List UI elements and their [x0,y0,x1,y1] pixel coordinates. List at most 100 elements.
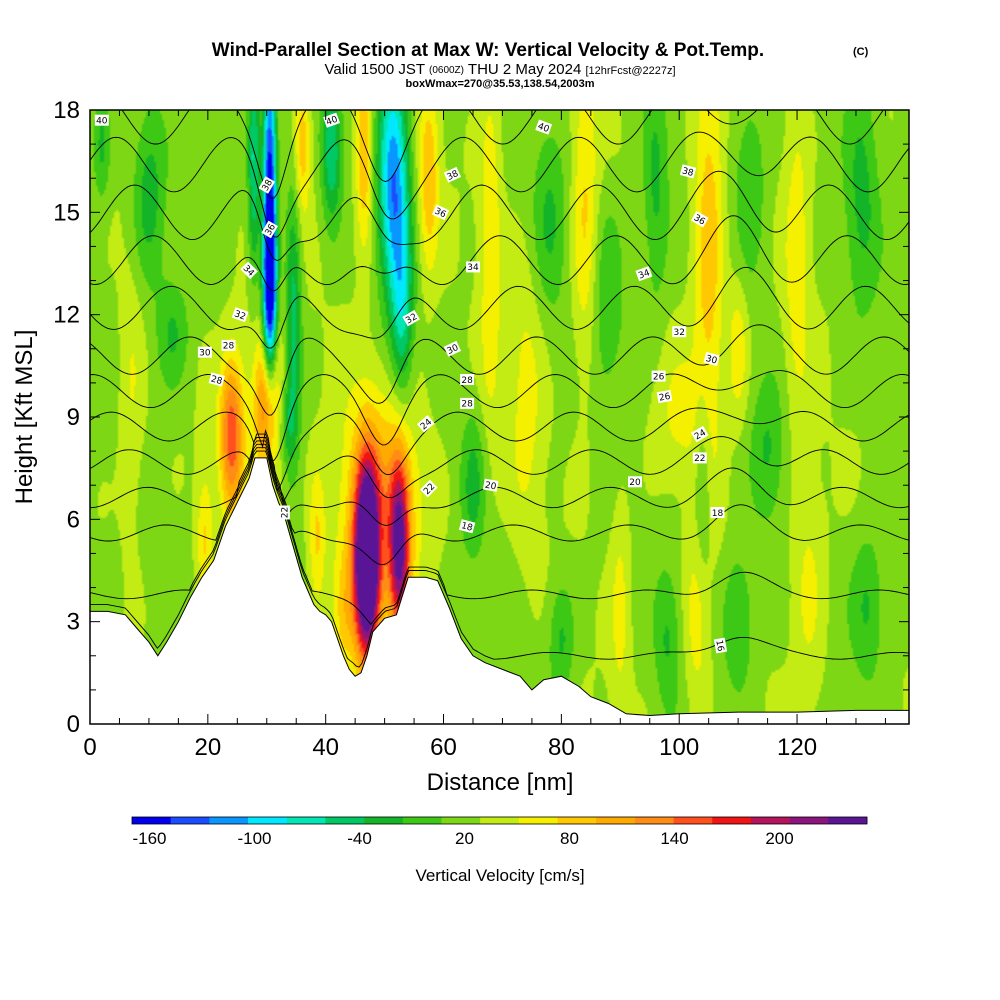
y-tick-label: 6 [67,506,80,533]
theta-label-text: 32 [673,328,684,338]
theta-label: 28 [221,339,236,352]
theta-label-text: 28 [210,374,224,387]
x-tick-label: 0 [83,734,96,761]
potential-temperature-contours [90,110,909,668]
terrain-mask [90,457,909,724]
theta-label-text: 26 [658,392,671,404]
theta-label: 34 [466,261,480,273]
valid-date: THU 2 May 2024 [468,61,581,78]
theta-contour [121,110,884,199]
x-axis-label: Distance [nm] [427,769,574,796]
x-tick-label: 80 [548,734,575,761]
y-tick-label: 12 [53,302,80,329]
y-tick-label: 15 [53,199,80,226]
theta-label-text: 22 [281,507,291,518]
theta-label: 40 [535,119,553,135]
colorbar-swatch [596,817,636,824]
colorbar-swatch [132,817,171,824]
theta-label: 22 [692,452,707,464]
theta-label: 30 [197,346,212,359]
theta-contour [90,447,909,626]
colorbar-tick-label: -160 [132,829,166,848]
theta-label-text: 40 [325,115,339,128]
theta-label-text: 18 [712,509,724,519]
colorbar-swatch [828,817,868,824]
theta-label-text: 40 [536,122,550,135]
theta-label: 28 [208,372,225,387]
theta-label: 26 [651,370,666,382]
theta-label: 32 [402,309,420,326]
colorbar-swatch [286,817,326,824]
theta-label: 36 [431,204,450,221]
theta-label: 26 [656,389,673,404]
y-tick-label: 3 [67,609,80,636]
theta-label-text: 20 [629,478,641,488]
colorbar-tick-label: -100 [237,829,271,848]
theta-label-text: 18 [460,521,474,534]
theta-label: 28 [460,374,475,386]
colorbar-label: Vertical Velocity [cm/s] [415,866,584,885]
colorbar-swatch [480,817,520,824]
x-tick-label: 120 [777,734,817,761]
forecast-info: [12hrFcst@2227z] [585,65,675,77]
colorbar-swatch [441,817,481,824]
theta-contour [90,170,909,261]
colorbar-tick-label: 20 [455,829,474,848]
x-tick-label: 20 [194,734,221,761]
copyright-mark: (C) [853,46,869,58]
colorbar-swatch [518,817,558,824]
y-axis-label: Height [Kft MSL] [11,330,38,505]
x-axis: 0 20 40 60 80 100 120 [83,110,886,761]
theta-contour [90,450,909,668]
x-tick-label: 60 [430,734,457,761]
theta-label-text: 22 [694,454,705,464]
theta-contour [90,266,909,349]
y-tick-label: 0 [67,711,80,738]
theta-label-text: 34 [467,263,479,273]
theta-label-text: 16 [713,639,725,652]
theta-label-text: 36 [433,207,448,221]
theta-label-text: 32 [404,312,419,326]
theta-label: 40 [323,112,341,128]
plot-area [90,110,909,724]
theta-label-text: 26 [653,372,665,382]
theta-label-text: 32 [233,309,247,322]
theta-label-text: 20 [484,481,497,493]
theta-label-text: 40 [96,117,108,127]
theta-label: 34 [635,266,653,282]
colorbar-swatch [248,817,288,824]
theta-label-text: 30 [199,349,211,359]
chart-title: Wind-Parallel Section at Max W: Vertical… [212,40,764,61]
theta-label: 18 [710,507,725,519]
theta-label: 20 [482,478,499,493]
box-info: boxWmax=270@35.53,138.54,2003m [406,78,595,90]
y-tick-label: 9 [67,404,80,431]
colorbar-swatch [673,817,713,824]
x-tick-label: 100 [659,734,699,761]
colorbar-swatch [557,817,597,824]
theta-label: 18 [458,519,476,534]
theta-label: 30 [703,351,720,367]
theta-label: 38 [679,164,697,179]
colorbar-swatch [209,817,249,824]
theta-label-text: 38 [681,166,695,179]
colorbar-swatch [712,817,752,824]
colorbar-swatch [402,817,442,824]
theta-label: 32 [231,307,249,323]
theta-label-text: 30 [446,343,461,357]
theta-label-text: 38 [446,169,461,183]
colorbar: -160 -100 -40 20 80 140 200 [131,816,868,848]
colorbar-tick-label: 140 [660,829,688,848]
theta-label-text: 28 [461,376,473,386]
theta-label-text: 34 [637,268,651,281]
theta-label: 38 [443,166,462,183]
theta-label: 40 [94,114,109,127]
theta-contour [90,443,909,566]
theta-contour [90,324,909,416]
colorbar-tick-label: 200 [765,829,793,848]
theta-label: 16 [713,637,728,654]
theta-contour [90,131,909,238]
